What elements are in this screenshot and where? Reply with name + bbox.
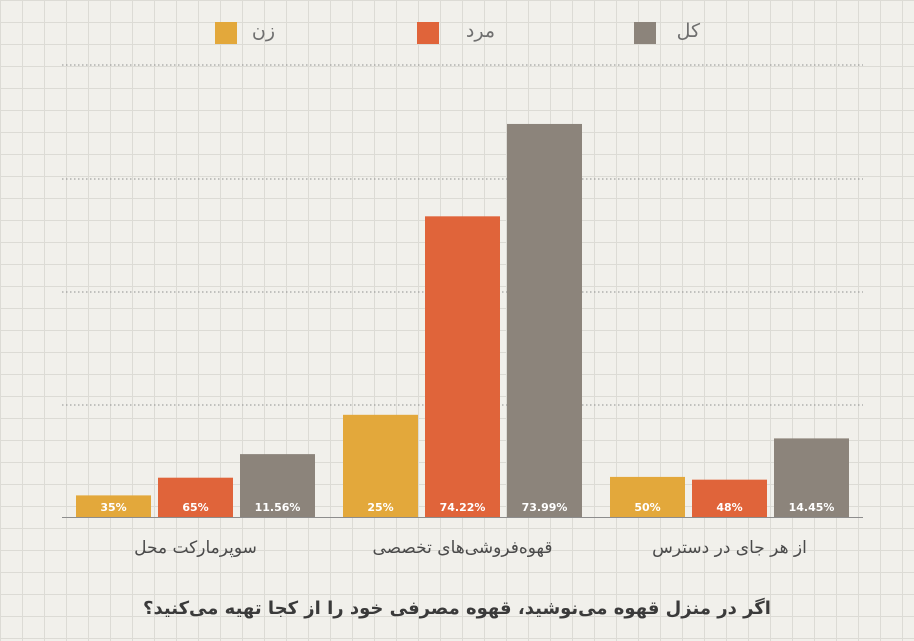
bar-labels: 35% 65% 11.56% 25% 74.22% 73.99% 50% 48% 14.45% (100, 501, 834, 514)
bar-value-label: 11.56% (255, 501, 301, 514)
legend-item-women: زن (205, 18, 275, 48)
bar-women (76, 495, 151, 517)
category-labels: سوپرمارکت محل قهوه‌فروشی‌های تخصصی از هر ج… (134, 538, 807, 558)
bar-total (240, 454, 315, 517)
bar-value-label: 14.45% (789, 501, 835, 514)
bar-value-label: 25% (367, 501, 393, 514)
bar-value-label: 74.22% (440, 501, 486, 514)
bar-value-label: 73.99% (522, 501, 568, 514)
bar-men (692, 479, 767, 517)
category-label: قهوه‌فروشی‌های تخصصی (373, 538, 553, 558)
bar-women (343, 414, 418, 517)
bar-men (158, 477, 233, 517)
legend-item-men: مرد (415, 18, 495, 48)
legend-label-men: مرد (465, 20, 495, 42)
chart-question-title: اگر در منزل قهوه می‌نوشید، قهوه مصرفی خو… (143, 598, 771, 619)
bar-total (774, 438, 849, 517)
category-label: سوپرمارکت محل (134, 538, 257, 558)
legend-swatch-women (215, 22, 237, 44)
bar-value-label: 48% (716, 501, 742, 514)
category-label: از هر جای در دسترس (652, 538, 807, 558)
legend-label-women: زن (251, 20, 275, 42)
bars (76, 123, 849, 518)
bar-men (425, 216, 500, 518)
legend-swatch-men (417, 22, 439, 44)
bar-value-label: 35% (100, 501, 126, 514)
bar-total (507, 123, 582, 518)
bar-women (610, 476, 685, 517)
legend-label-total: کل (676, 20, 700, 42)
bar-value-label: 65% (182, 501, 208, 514)
bar-value-label: 50% (634, 501, 660, 514)
legend-item-total: کل (630, 18, 700, 48)
legend-swatch-total (634, 22, 656, 44)
